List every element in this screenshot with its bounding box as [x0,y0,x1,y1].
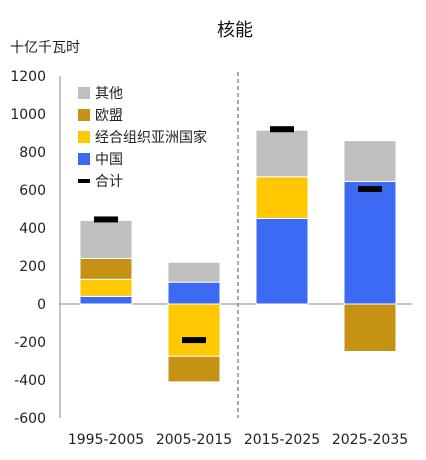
legend-label: 其他 [95,86,123,102]
legend-label: 合计 [95,174,123,190]
bar-segment [79,278,133,297]
bar-segment [79,257,133,280]
totals-layer [94,126,382,344]
bar-segment [343,303,397,352]
legend-swatch [78,131,90,143]
bar-segment [167,261,221,283]
bar-segment [79,295,133,305]
y-tick-label: 1000 [10,107,46,123]
legend-label: 经合组织亚洲国家 [95,129,207,146]
bar-segment [343,180,397,305]
bar-segment [167,355,221,383]
y-tick-label: -600 [14,411,46,427]
x-tick-label: 2015-2025 [244,432,320,448]
y-tick-label: 400 [19,221,46,237]
bar-segment [255,176,309,219]
bar-segment [79,219,133,259]
y-tick-label: 800 [19,145,46,161]
bars-layer [79,129,397,383]
x-tick-label: 1995-2005 [68,432,144,448]
legend-swatch [78,153,90,165]
legend-label: 欧盟 [95,108,123,124]
total-marker [94,216,118,223]
tick-labels-layer: 1200 1000 800 600 400 200 0 -200 -400 -600 1995-20… [10,69,408,448]
x-tick-label: 2025-2035 [332,432,408,448]
bar-segment [255,218,309,305]
y-tick-label: 0 [37,297,46,313]
legend-total-swatch [78,179,90,183]
bar-segment [255,129,309,178]
legend-swatch [78,109,90,121]
bar-segment [167,281,221,305]
total-marker [270,126,294,133]
y-tick-label: 1200 [10,69,46,85]
y-tick-label: 200 [19,259,46,275]
bar-segment [167,303,221,357]
bar-segment [343,140,397,182]
y-tick-label: 600 [19,183,46,199]
legend-swatch [78,87,90,99]
legend-label: 中国 [95,152,123,168]
total-marker [358,186,382,193]
x-tick-label: 2005-2015 [156,432,232,448]
y-tick-label: -400 [14,373,46,389]
total-marker [182,337,206,344]
y-axis-unit-label: 十亿千瓦时 [10,40,80,56]
chart-title: 核能 [217,20,253,41]
y-tick-label: -200 [14,335,46,351]
